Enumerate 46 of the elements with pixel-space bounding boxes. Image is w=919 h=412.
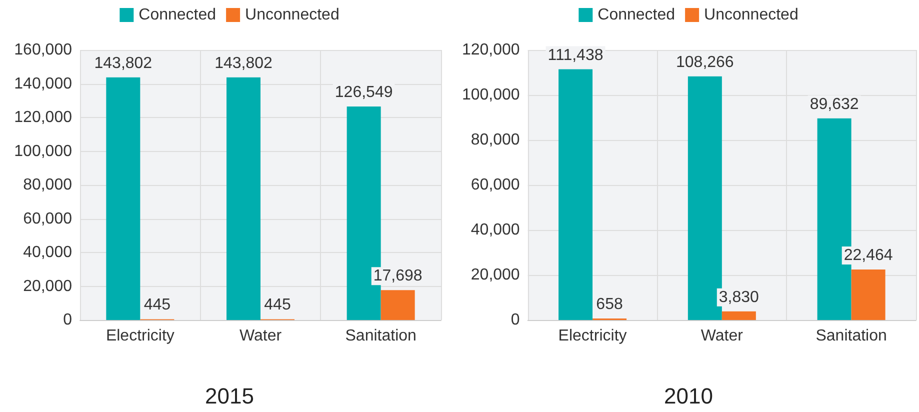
x-tick-label: Electricity <box>558 328 627 344</box>
y-tick-label: 0 <box>510 312 520 328</box>
y-tick-label: 40,000 <box>23 244 72 261</box>
legend-label: Connected <box>598 6 676 24</box>
x-tick-label: Sanitation <box>816 328 887 344</box>
bar <box>851 269 886 320</box>
data-label: 3,830 <box>718 288 760 306</box>
x-tick-label: Electricity <box>106 328 174 344</box>
bar <box>558 69 593 320</box>
y-tick-label: 140,000 <box>14 75 72 92</box>
y-tick-label: 100,000 <box>462 86 520 104</box>
data-label: 111,438 <box>548 46 604 64</box>
bar <box>380 290 415 320</box>
x-tick-label: Water <box>239 328 282 344</box>
legend-label: Unconnected <box>704 6 798 24</box>
y-tick-label: 0 <box>63 312 72 328</box>
y-tick-label: 120,000 <box>14 109 72 126</box>
y-tick-label: 120,000 <box>462 42 520 58</box>
x-tick-label: Sanitation <box>345 328 416 344</box>
data-label: 143,802 <box>94 54 152 72</box>
y-tick-label: 60,000 <box>23 210 72 228</box>
legend-label: Connected <box>138 6 216 24</box>
data-label: 89,632 <box>810 96 859 113</box>
text: 2010 <box>664 384 713 408</box>
data-label: 143,802 <box>214 54 273 72</box>
y-tick-label: 60,000 <box>470 176 520 194</box>
data-label: 445 <box>144 296 171 314</box>
text: 2015 <box>205 384 254 408</box>
bar <box>106 77 140 320</box>
data-label: 22,464 <box>844 246 893 264</box>
data-label: 126,549 <box>334 84 393 101</box>
y-tick-label: 20,000 <box>23 278 72 295</box>
y-tick-label: 80,000 <box>470 132 520 148</box>
bar <box>226 77 260 320</box>
y-tick-label: 80,000 <box>23 176 72 194</box>
data-label: 17,698 <box>373 268 422 285</box>
x-tick-label: Water <box>700 328 744 344</box>
y-tick-label: 160,000 <box>14 42 72 58</box>
data-label: 108,266 <box>676 54 734 71</box>
y-tick-label: 100,000 <box>14 142 72 160</box>
data-label: 445 <box>264 296 291 314</box>
y-tick-label: 40,000 <box>470 222 520 238</box>
y-tick-label: 20,000 <box>470 266 520 284</box>
legend-label: Unconnected <box>245 6 340 24</box>
bar <box>722 311 756 320</box>
data-label: 658 <box>596 296 623 314</box>
